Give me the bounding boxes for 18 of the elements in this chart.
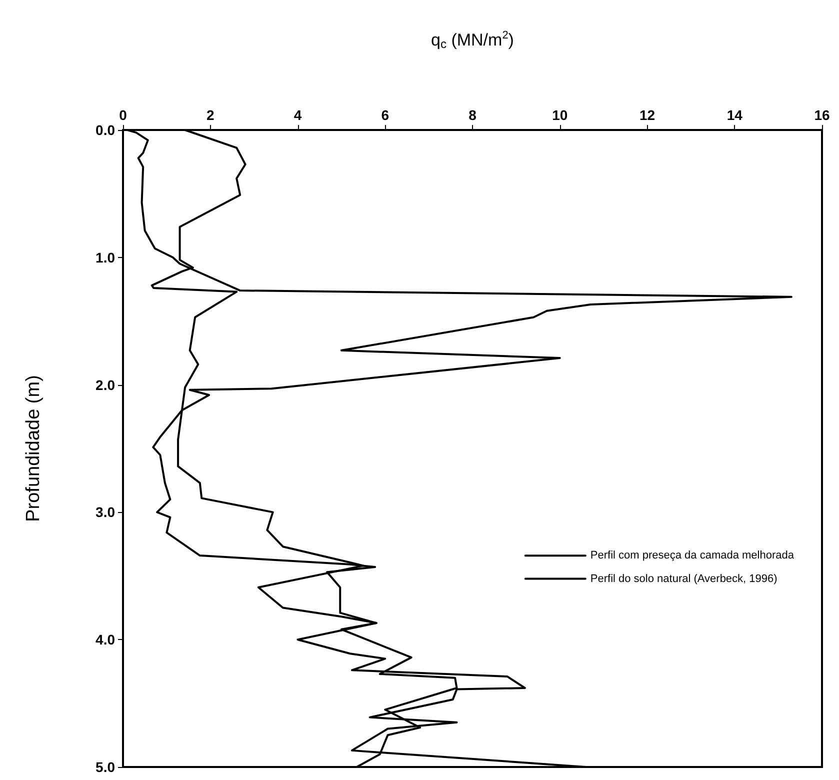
x-tick-label: 2 [206,107,214,123]
y-tick-label: 4.0 [96,632,116,648]
y-tick-label: 2.0 [96,376,116,393]
x-tick-label: 14 [726,107,743,123]
x-tick-label: 12 [639,107,656,123]
x-tick-label: 4 [294,107,302,123]
y-axis-title: Profundidade (m) [23,375,44,522]
x-tick-label: 16 [814,107,830,123]
y-tick-label: 3.0 [96,504,116,520]
text: Perfil com preseça da camada melhorada [590,550,795,562]
x-tick-label: 6 [381,107,390,123]
x-tick-label: 10 [552,107,568,123]
y-tick-label: 5.0 [96,759,116,775]
x-tick-label: 8 [468,107,477,123]
text: Perfil do solo natural (Averbeck, 1996) [590,572,778,585]
x-tick-label: 0 [119,107,128,123]
y-tick-label: 1.0 [96,249,116,266]
y-tick-label: 0.0 [96,122,116,138]
